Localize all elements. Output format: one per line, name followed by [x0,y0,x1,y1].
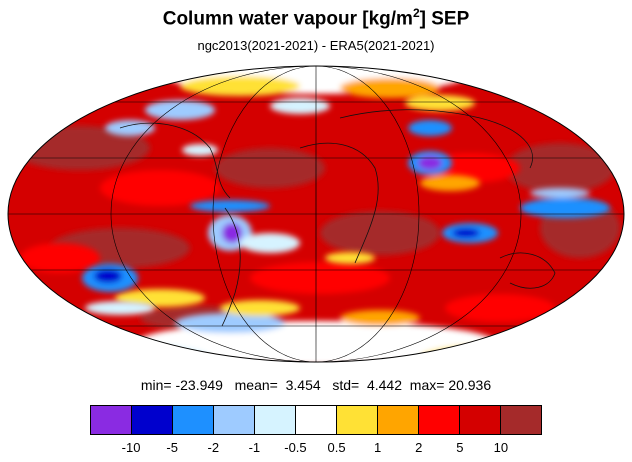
colorbar-swatch [173,406,214,434]
colorbar-tick-label: 2 [415,440,423,455]
negative-areas [82,120,610,315]
colorbar-swatch [214,406,255,434]
colorbar-swatch [132,406,173,434]
statistics-line: min= -23.949 mean= 3.454 std= 4.442 max=… [140,377,492,393]
graticule [8,66,624,362]
colorbar-tick-label: -1 [248,440,261,455]
colorbar-tick-label: 1 [374,440,382,455]
colorbar-tick-label: 10 [493,440,509,455]
coastlines [119,109,556,327]
map-field [8,66,624,362]
colorbar-tick-label: 0.5 [327,440,346,455]
globe-outline [7,65,625,363]
map-title: Column water vapour [kg/m2] SEP [162,6,470,30]
colorbar-tick-label: -10 [121,440,141,455]
stat-mean: 3.454 [285,377,321,393]
stat-min: -23.949 [175,377,223,393]
colorbar-swatch [296,406,337,434]
colorbar-swatch [378,406,419,434]
colorbar-swatch [419,406,460,434]
map-subtitle: ngc2013(2021-2021) - ERA5(2021-2021) [197,38,435,53]
colorbar-swatch [460,406,501,434]
stat-max: 20.936 [448,377,492,393]
colorbar-labels: -10 -5 -2 -1 -0.5 0.5 1 2 5 10 [90,440,542,458]
colorbar-tick-label: -5 [166,440,178,455]
colorbar-tick-label: -2 [207,440,220,455]
colorbar [90,405,542,435]
stat-std: 4.442 [366,377,403,393]
colorbar-swatch [255,406,296,434]
positive-areas [20,153,555,322]
colorbar-swatch [501,406,541,434]
colorbar-tick-label: -0.5 [284,440,307,455]
colorbar-tick-label: 5 [456,440,464,455]
anomaly-map [7,65,625,363]
colorbar-swatch [337,406,378,434]
colorbar-swatch [91,406,132,434]
